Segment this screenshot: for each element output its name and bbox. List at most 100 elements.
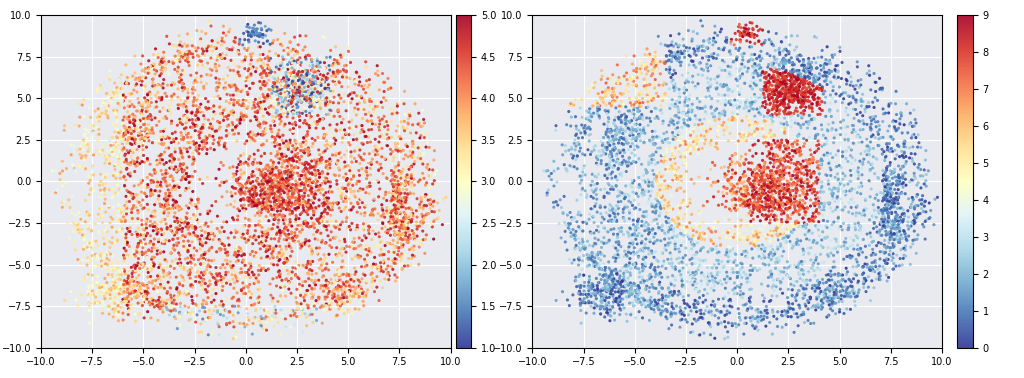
Point: [879, 175, 895, 181]
Point: [285, 87, 301, 93]
Point: [345, 173, 361, 179]
Point: [741, 298, 758, 304]
Point: [159, 290, 175, 296]
Point: [289, 200, 305, 206]
Point: [777, 146, 794, 152]
Point: [347, 81, 364, 87]
Point: [120, 192, 136, 198]
Point: [899, 223, 915, 229]
Point: [323, 189, 339, 195]
Point: [816, 142, 833, 148]
Point: [138, 292, 155, 298]
Point: [282, 39, 298, 45]
Point: [775, 223, 792, 229]
Point: [150, 302, 166, 308]
Point: [861, 211, 878, 217]
Point: [680, 206, 696, 212]
Point: [270, 188, 287, 194]
Point: [238, 159, 254, 165]
Point: [385, 171, 401, 177]
Point: [825, 253, 842, 259]
Point: [805, 180, 821, 186]
Point: [644, 156, 660, 163]
Point: [647, 128, 664, 134]
Point: [902, 261, 919, 267]
Point: [787, 297, 804, 304]
Point: [214, 35, 230, 41]
Point: [304, 136, 321, 142]
Point: [189, 45, 206, 51]
Point: [298, 90, 314, 96]
Point: [299, 270, 315, 276]
Point: [270, 155, 287, 161]
Point: [380, 274, 396, 280]
Point: [382, 226, 398, 232]
Point: [914, 221, 931, 227]
Point: [796, 250, 812, 256]
Point: [400, 153, 417, 160]
Point: [750, 178, 766, 184]
Point: [794, 90, 810, 96]
Point: [346, 246, 362, 252]
Point: [620, 275, 636, 281]
Point: [783, 160, 800, 166]
Point: [770, 93, 786, 99]
Point: [741, 131, 758, 137]
Point: [707, 242, 723, 248]
Point: [740, 59, 757, 65]
Point: [329, 128, 345, 134]
Point: [770, 200, 786, 206]
Point: [644, 281, 660, 287]
Point: [767, 230, 783, 236]
Point: [94, 144, 111, 150]
Point: [383, 223, 399, 229]
Point: [622, 118, 638, 124]
Point: [340, 48, 356, 54]
Point: [749, 106, 765, 112]
Point: [310, 161, 327, 167]
Point: [592, 103, 608, 109]
Point: [83, 169, 99, 175]
Point: [302, 90, 318, 96]
Point: [200, 117, 216, 123]
Point: [583, 303, 599, 309]
Point: [281, 71, 297, 77]
Point: [127, 318, 143, 324]
Point: [241, 223, 257, 229]
Point: [318, 95, 335, 101]
Point: [326, 172, 342, 178]
Point: [756, 298, 772, 304]
Point: [603, 148, 620, 154]
Point: [294, 180, 310, 186]
Point: [647, 249, 664, 255]
Point: [307, 192, 324, 198]
Point: [778, 239, 795, 245]
Point: [263, 70, 280, 76]
Point: [237, 57, 253, 63]
Point: [877, 194, 893, 200]
Point: [259, 172, 275, 178]
Point: [650, 225, 667, 231]
Point: [654, 173, 671, 179]
Point: [571, 288, 588, 294]
Point: [881, 110, 897, 116]
Point: [792, 145, 808, 151]
Point: [600, 161, 616, 167]
Point: [740, 198, 757, 204]
Point: [746, 181, 763, 187]
Point: [95, 235, 112, 241]
Point: [290, 301, 306, 307]
Point: [600, 229, 616, 235]
Point: [756, 178, 772, 184]
Point: [690, 81, 707, 87]
Point: [749, 82, 765, 88]
Point: [733, 188, 750, 194]
Point: [779, 86, 796, 92]
Point: [626, 197, 642, 203]
Point: [219, 261, 236, 267]
Point: [411, 120, 427, 126]
Point: [173, 72, 189, 78]
Point: [383, 211, 399, 217]
Point: [719, 39, 735, 45]
Point: [270, 100, 287, 106]
